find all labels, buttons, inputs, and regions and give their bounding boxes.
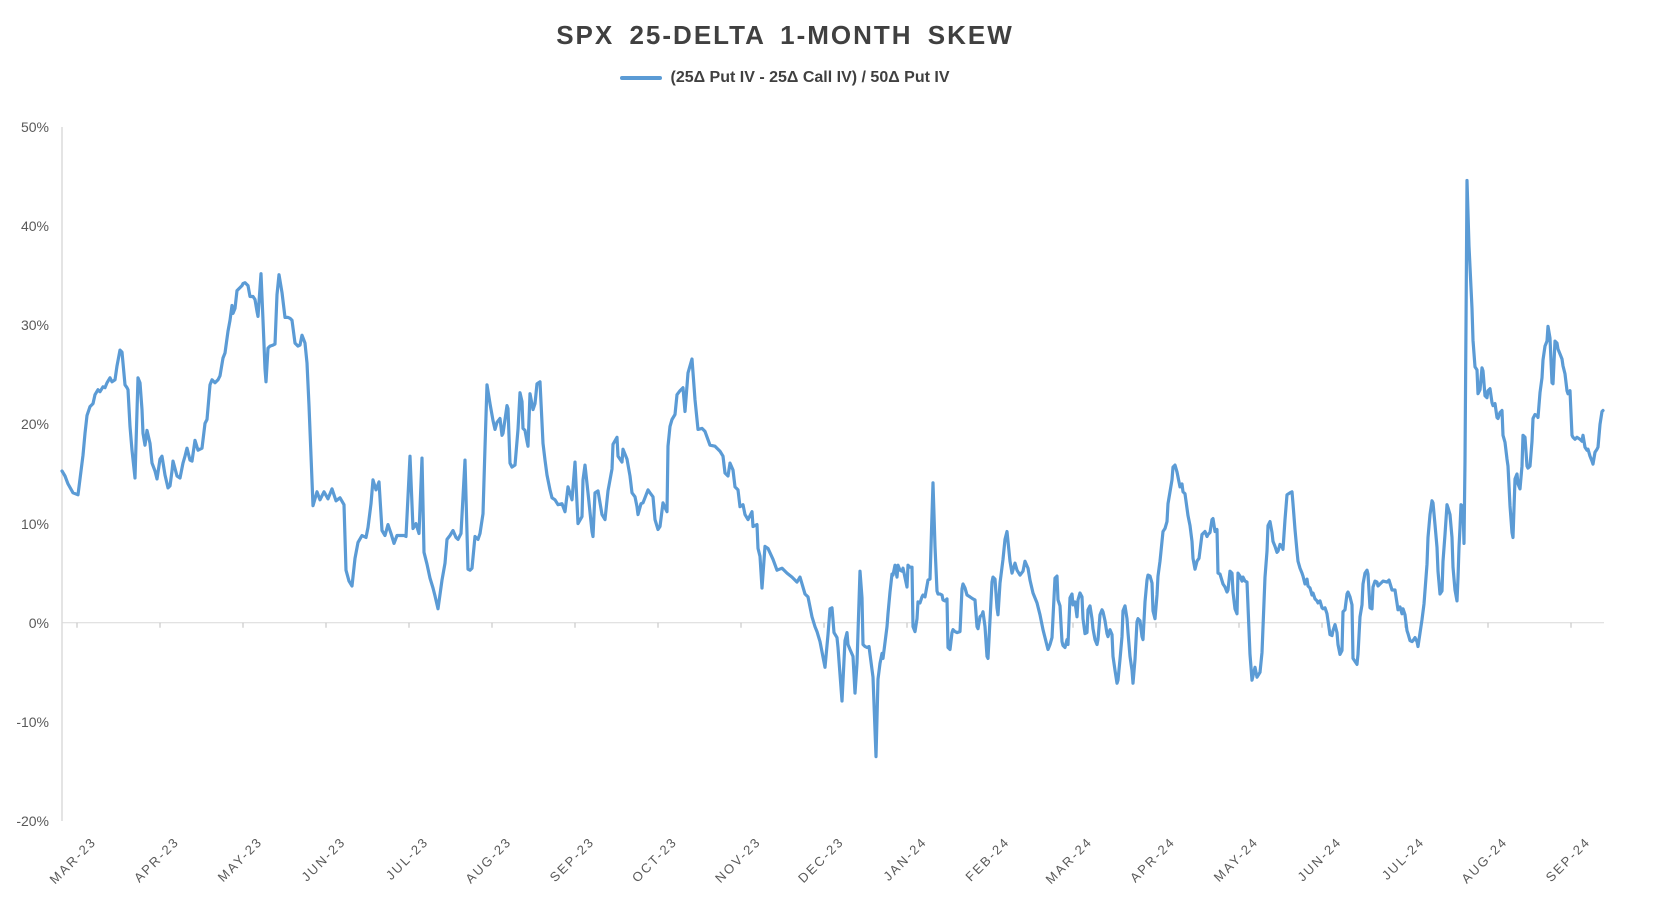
- chart-title: SPX 25-DELTA 1-MONTH SKEW: [556, 20, 1014, 50]
- y-axis-label: 20%: [20, 416, 49, 433]
- legend-line-swatch-icon: [620, 76, 663, 80]
- chart-header: SPX 25-DELTA 1-MONTH SKEW (25Δ Put IV - …: [0, 0, 1570, 87]
- y-axis-label: 10%: [20, 515, 49, 532]
- skew-series-line: [60, 178, 1605, 759]
- y-axis-label: 40%: [20, 218, 49, 235]
- y-axis-label: -20%: [16, 813, 49, 829]
- y-axis-label: 50%: [20, 119, 49, 135]
- y-axis-label: -10%: [16, 713, 49, 730]
- y-axis-label: 0%: [28, 614, 49, 631]
- y-axis-label: 30%: [20, 317, 49, 334]
- legend: (25Δ Put IV - 25Δ Call IV) / 50Δ Put IV: [620, 69, 950, 87]
- legend-label: (25Δ Put IV - 25Δ Call IV) / 50Δ Put IV: [670, 69, 950, 86]
